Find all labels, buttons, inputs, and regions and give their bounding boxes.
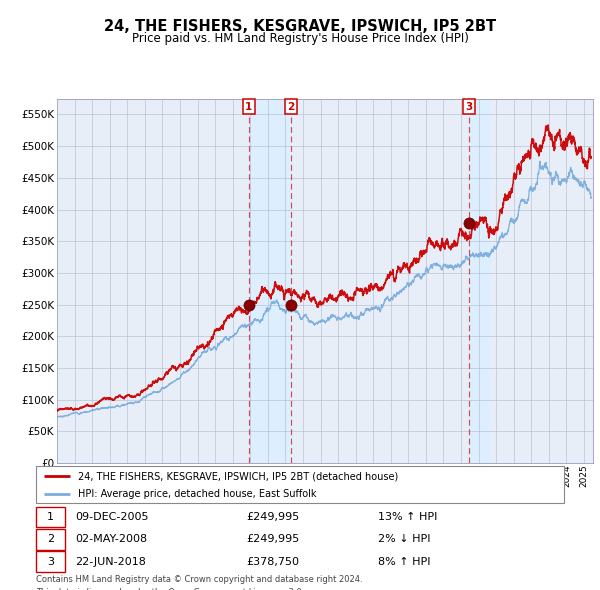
Text: 2: 2 [287,101,295,112]
Text: £378,750: £378,750 [246,557,299,566]
Text: 02-MAY-2008: 02-MAY-2008 [75,535,147,544]
Text: 24, THE FISHERS, KESGRAVE, IPSWICH, IP5 2BT: 24, THE FISHERS, KESGRAVE, IPSWICH, IP5 … [104,19,496,34]
Text: 3: 3 [466,101,473,112]
Text: £249,995: £249,995 [246,512,299,522]
Text: 1: 1 [47,512,54,522]
Text: £249,995: £249,995 [246,535,299,544]
Text: 24, THE FISHERS, KESGRAVE, IPSWICH, IP5 2BT (detached house): 24, THE FISHERS, KESGRAVE, IPSWICH, IP5 … [78,471,398,481]
Bar [249,99,291,463]
Bar [469,99,490,463]
Text: Price paid vs. HM Land Registry's House Price Index (HPI): Price paid vs. HM Land Registry's House … [131,32,469,45]
Text: 2: 2 [47,535,54,544]
Text: 13% ↑ HPI: 13% ↑ HPI [378,512,437,522]
Text: 3: 3 [47,557,54,566]
Text: 09-DEC-2005: 09-DEC-2005 [75,512,149,522]
Text: 22-JUN-2018: 22-JUN-2018 [75,557,146,566]
Text: 8% ↑ HPI: 8% ↑ HPI [378,557,431,566]
Text: 2% ↓ HPI: 2% ↓ HPI [378,535,431,544]
Text: This data is licensed under the Open Government Licence v3.0.: This data is licensed under the Open Gov… [36,588,304,590]
Text: Contains HM Land Registry data © Crown copyright and database right 2024.: Contains HM Land Registry data © Crown c… [36,575,362,584]
Text: HPI: Average price, detached house, East Suffolk: HPI: Average price, detached house, East… [78,489,317,499]
Text: 1: 1 [245,101,253,112]
